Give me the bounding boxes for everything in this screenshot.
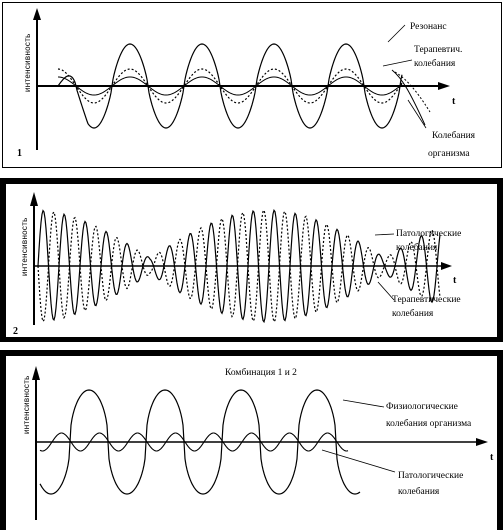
panel-1-therapeutic-leader xyxy=(382,59,413,67)
panel-1-resonance-curve xyxy=(57,43,403,129)
panel-3-title: Комбинация 1 и 2 xyxy=(225,367,297,378)
panel-1-t-label: t xyxy=(452,96,456,107)
panel-2-number: 2 xyxy=(13,326,18,337)
panel-2-therapeutic-curve xyxy=(37,208,441,324)
panel-2-x-arrow xyxy=(441,262,452,270)
panel-1-therapeutic-label-2: колебания xyxy=(414,58,456,69)
panel-1-resonance-label: Резонанс xyxy=(410,22,447,32)
panel-1-organism-leader xyxy=(407,99,427,129)
panel-2-pathological-curve xyxy=(37,208,441,324)
panel-3-frame xyxy=(0,350,503,530)
panel-1-therapeutic-curve xyxy=(57,68,403,104)
panel-2-pathological-label-1: Патологические xyxy=(396,229,461,239)
panel-3-physiological-leader xyxy=(342,399,385,408)
panel-1-organism-label-2: организма xyxy=(428,149,470,159)
panel-1-y-arrow xyxy=(33,8,41,20)
panel-2-frame xyxy=(0,178,503,342)
panel-2-therapeutic-label-2: колебания xyxy=(392,308,434,319)
panel-3-physiological-curve xyxy=(39,389,361,495)
panel-1-tail-curve xyxy=(391,69,426,126)
panel-2-y-arrow xyxy=(30,192,38,206)
panel-3-pathological-label-2: колебания xyxy=(398,486,440,497)
panel-3-pathological-curve xyxy=(39,432,349,452)
panel-1: интенсивность t 1 Резонанс Терапевтич. к… xyxy=(17,8,476,159)
panel-3-pathological-label-1: Патологические xyxy=(398,471,463,481)
panel-1-x-arrow xyxy=(438,82,450,90)
panel-1-number: 1 xyxy=(17,148,22,159)
panel-2-y-label: интенсивность xyxy=(20,217,29,276)
panel-2-pathological-leader xyxy=(374,233,395,236)
panel-2-pathological-label-2: колебания xyxy=(396,242,438,253)
panel-2-therapeutic-leader xyxy=(377,281,395,301)
panel-1-resonance-leader xyxy=(387,24,406,43)
panel-1-organism-curve xyxy=(58,76,403,96)
panel-3-physiological-label-2: колебания организма xyxy=(386,418,472,429)
panel-2-therapeutic-label-1: Терапевтические xyxy=(392,295,461,305)
panel-1-therapeutic-label-1: Терапевтич. xyxy=(414,45,462,55)
panel-1-frame xyxy=(2,2,502,168)
panel-3: интенсивность t Комбинация 1 и 2 Физиоло… xyxy=(22,366,494,520)
panel-3-y-label: интенсивность xyxy=(22,375,31,434)
panel-3-y-arrow xyxy=(32,366,40,380)
panel-3-t-label: t xyxy=(490,452,494,463)
panel-1-organism-label-1: Колебания xyxy=(432,130,476,141)
panel-2-t-label: t xyxy=(453,275,457,286)
panel-3-physiological-label-1: Физиологические xyxy=(386,402,458,412)
panel-3-pathological-leader xyxy=(321,449,396,473)
panel-2: интенсивность t 2 Патологические колебан… xyxy=(13,192,461,337)
panel-3-x-arrow xyxy=(476,438,488,446)
panel-1-tail-dotted xyxy=(394,71,431,113)
panel-1-y-label: интенсивность xyxy=(23,33,32,92)
